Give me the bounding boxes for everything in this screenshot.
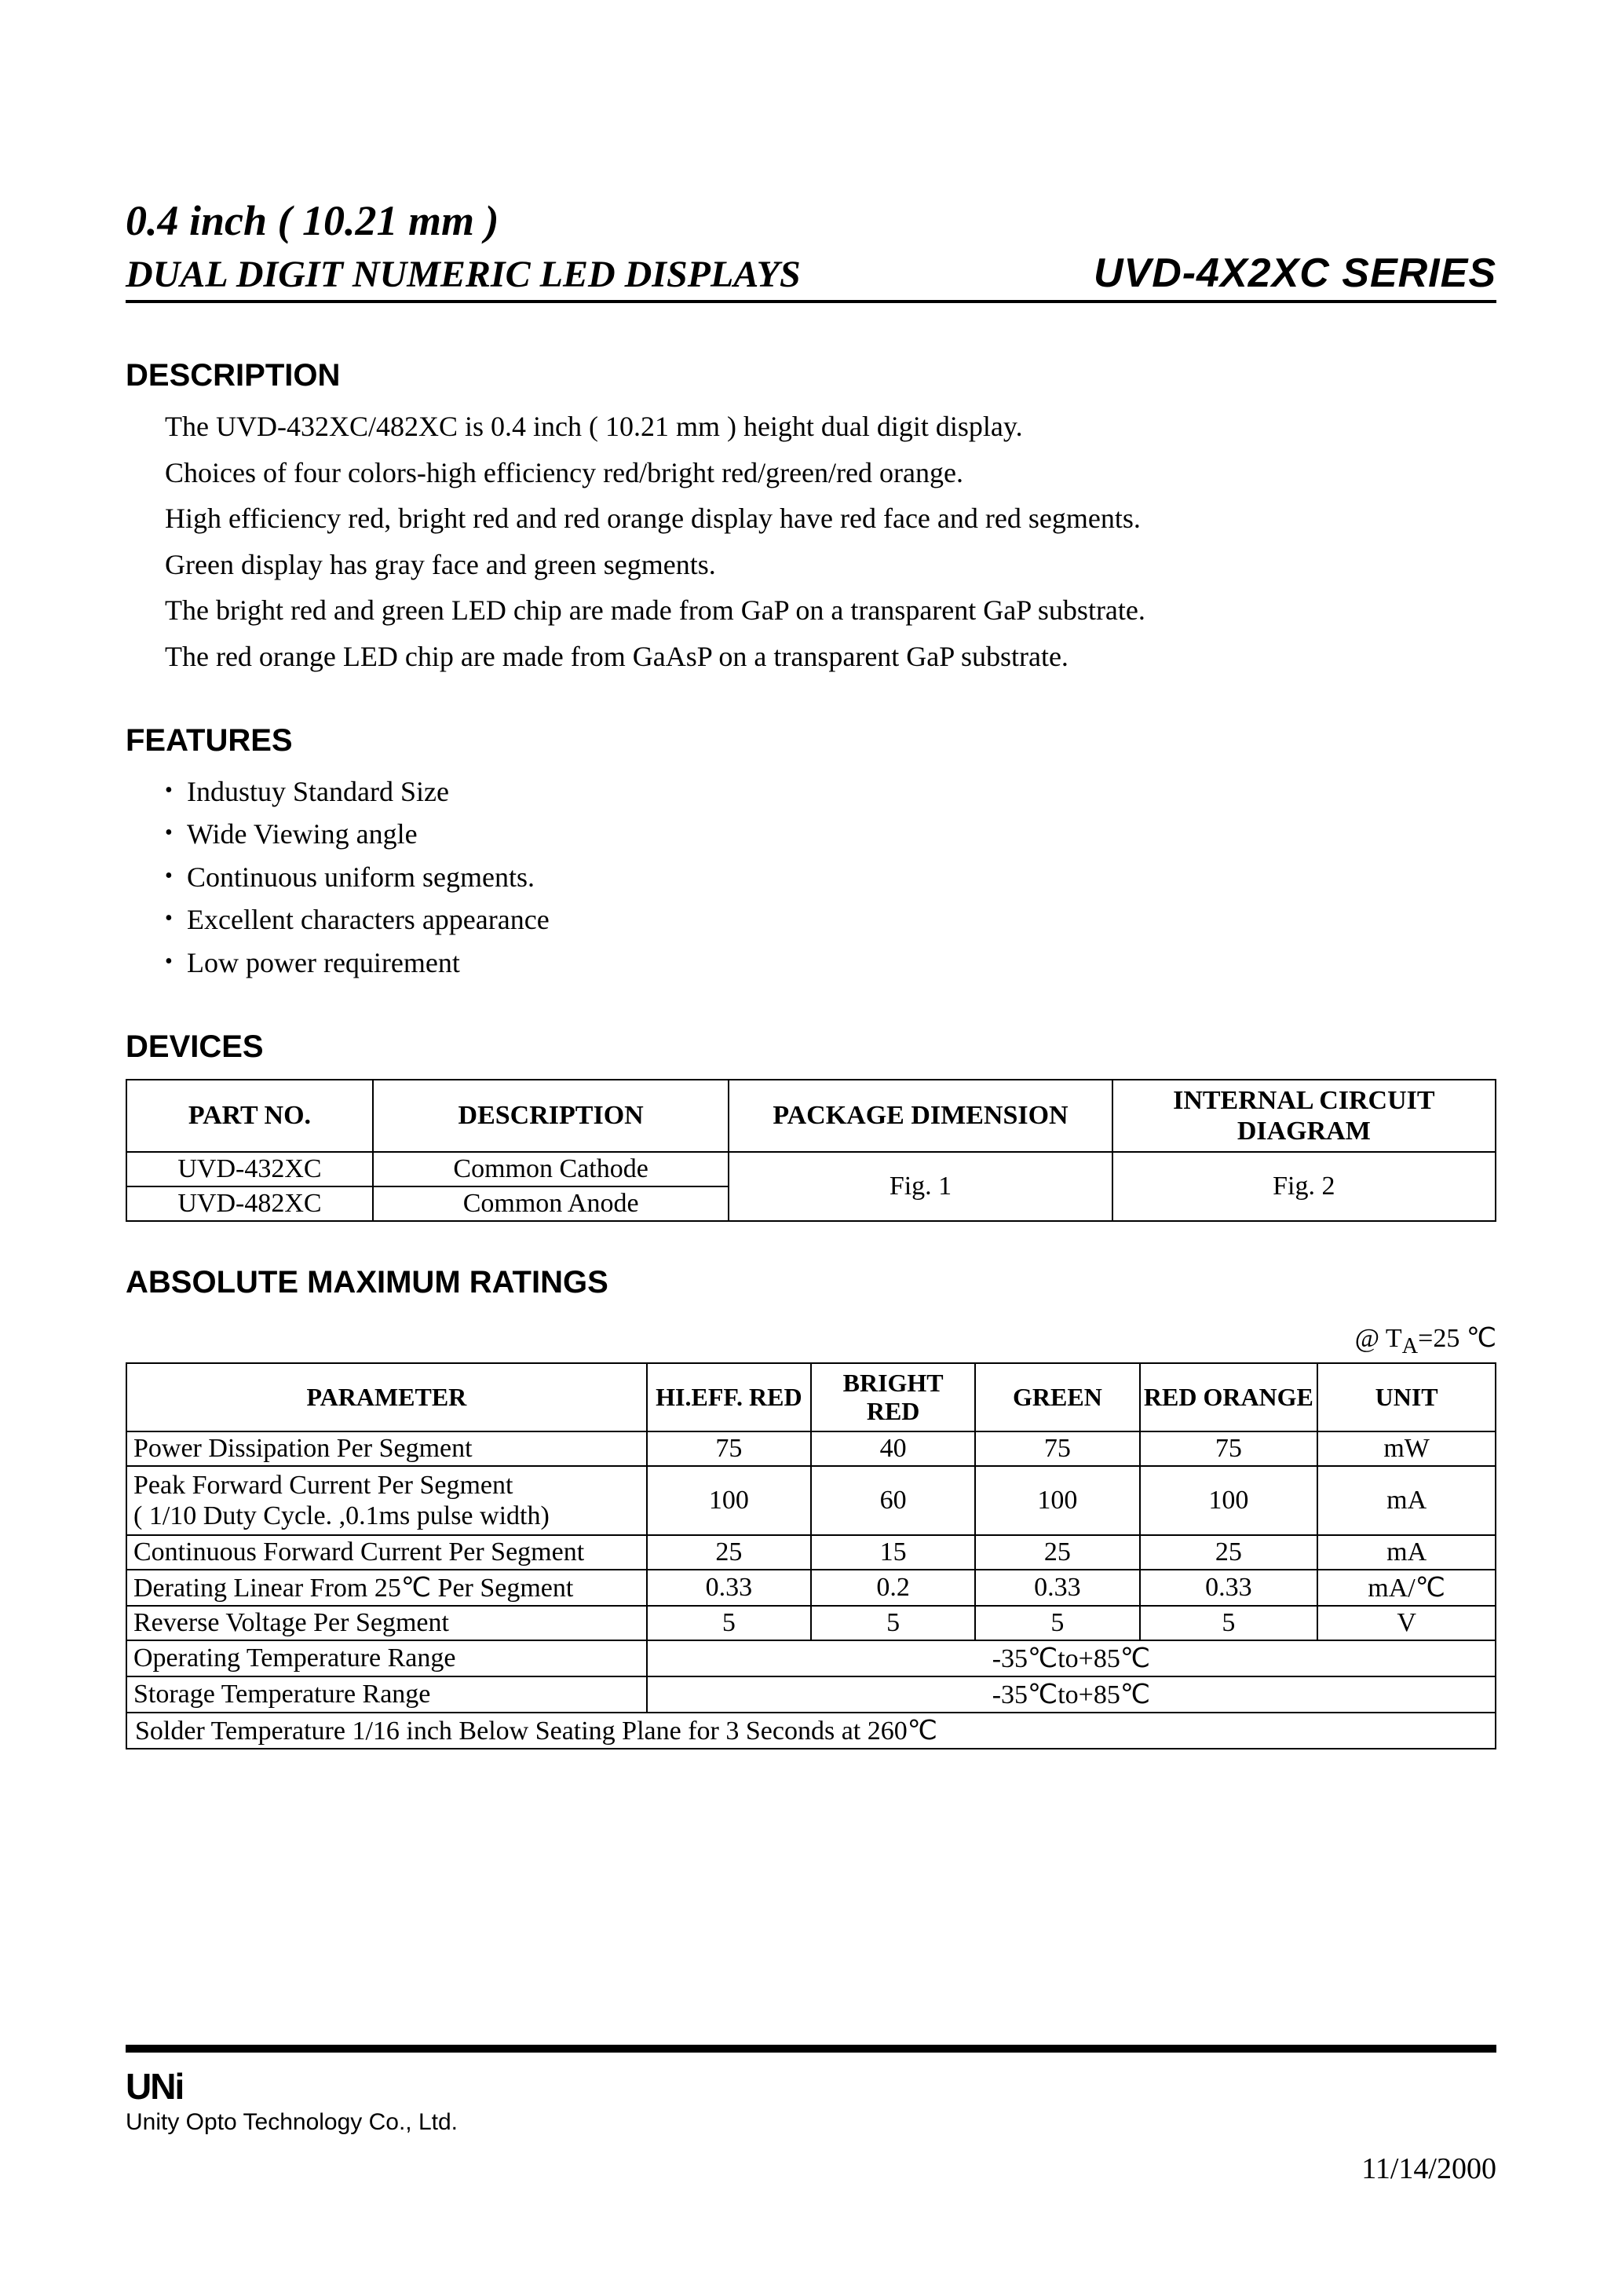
series-title: UVD-4X2XC SERIES <box>1094 250 1496 297</box>
cell-parameter: Operating Temperature Range <box>126 1640 647 1676</box>
table-row: Storage Temperature Range -35℃to+85℃ <box>126 1676 1496 1713</box>
ratings-condition-note: @ TA=25 ℃ <box>126 1322 1496 1359</box>
cell: 0.33 <box>975 1570 1139 1606</box>
cell-merged: -35℃to+85℃ <box>647 1640 1496 1676</box>
col-hieff-red: HI.EFF. RED <box>647 1363 811 1432</box>
cell: 75 <box>975 1431 1139 1466</box>
cell-part-no: UVD-432XC <box>126 1152 373 1186</box>
title-row: DUAL DIGIT NUMERIC LED DISPLAYS UVD-4X2X… <box>126 250 1496 303</box>
cell-parameter: Continuous Forward Current Per Segment <box>126 1535 647 1570</box>
col-bright-red: BRIGHT RED <box>811 1363 975 1432</box>
col-description: DESCRIPTION <box>373 1080 729 1152</box>
table-row: Continuous Forward Current Per Segment 2… <box>126 1535 1496 1570</box>
cell: 60 <box>811 1466 975 1535</box>
description-line: The red orange LED chip are made from Ga… <box>165 638 1496 676</box>
cell: 5 <box>647 1606 811 1640</box>
cell-parameter: Power Dissipation Per Segment <box>126 1431 647 1466</box>
ratings-heading: ABSOLUTE MAXIMUM RATINGS <box>126 1265 1496 1300</box>
cell: 0.2 <box>811 1570 975 1606</box>
col-package: PACKAGE DIMENSION <box>729 1080 1112 1152</box>
table-row: Reverse Voltage Per Segment 5 5 5 5 V <box>126 1606 1496 1640</box>
table-row: Derating Linear From 25℃ Per Segment 0.3… <box>126 1570 1496 1606</box>
feature-item: Low power requirement <box>165 944 1496 982</box>
feature-item: Industuy Standard Size <box>165 773 1496 811</box>
cell: 0.33 <box>1140 1570 1318 1606</box>
description-line: Choices of four colors-high efficiency r… <box>165 454 1496 492</box>
company-logo: UNi <box>126 2065 1496 2108</box>
feature-item: Wide Viewing angle <box>165 815 1496 854</box>
cell-merged: -35℃to+85℃ <box>647 1676 1496 1713</box>
page-footer: UNi Unity Opto Technology Co., Ltd. 11/1… <box>126 2045 1496 2186</box>
table-row: Solder Temperature 1/16 inch Below Seati… <box>126 1713 1496 1749</box>
cell: 40 <box>811 1431 975 1466</box>
cell-part-no: UVD-482XC <box>126 1186 373 1221</box>
col-part-no: PART NO. <box>126 1080 373 1152</box>
description-heading: DESCRIPTION <box>126 358 1496 393</box>
title-size: 0.4 inch ( 10.21 mm ) <box>126 196 1496 245</box>
cell: 100 <box>1140 1466 1318 1535</box>
cell: 5 <box>1140 1606 1318 1640</box>
col-red-orange: RED ORANGE <box>1140 1363 1318 1432</box>
table-row: Operating Temperature Range -35℃to+85℃ <box>126 1640 1496 1676</box>
datasheet-page: 0.4 inch ( 10.21 mm ) DUAL DIGIT NUMERIC… <box>0 0 1622 2296</box>
cell: 75 <box>1140 1431 1318 1466</box>
cell-unit: mA/℃ <box>1317 1570 1496 1606</box>
description-line: High efficiency red, bright red and red … <box>165 499 1496 538</box>
cell: 0.33 <box>647 1570 811 1606</box>
cell-unit: V <box>1317 1606 1496 1640</box>
cell: 5 <box>975 1606 1139 1640</box>
ratings-table: PARAMETER HI.EFF. RED BRIGHT RED GREEN R… <box>126 1362 1496 1750</box>
table-row: Power Dissipation Per Segment 75 40 75 7… <box>126 1431 1496 1466</box>
col-parameter: PARAMETER <box>126 1363 647 1432</box>
devices-table: PART NO. DESCRIPTION PACKAGE DIMENSION I… <box>126 1079 1496 1222</box>
feature-item: Continuous uniform segments. <box>165 858 1496 897</box>
cell-full-row: Solder Temperature 1/16 inch Below Seati… <box>126 1713 1496 1749</box>
features-heading: FEATURES <box>126 723 1496 759</box>
cell-description: Common Cathode <box>373 1152 729 1186</box>
col-circuit: INTERNAL CIRCUIT DIAGRAM <box>1112 1080 1496 1152</box>
cell-unit: mA <box>1317 1466 1496 1535</box>
cell: 25 <box>647 1535 811 1570</box>
cell-parameter: Derating Linear From 25℃ Per Segment <box>126 1570 647 1606</box>
devices-heading: DEVICES <box>126 1029 1496 1065</box>
feature-item: Excellent characters appearance <box>165 901 1496 939</box>
cell: 15 <box>811 1535 975 1570</box>
cell: 75 <box>647 1431 811 1466</box>
cell: 25 <box>975 1535 1139 1570</box>
cell-parameter: Peak Forward Current Per Segment ( 1/10 … <box>126 1466 647 1535</box>
description-line: The UVD-432XC/482XC is 0.4 inch ( 10.21 … <box>165 408 1496 446</box>
cell: 25 <box>1140 1535 1318 1570</box>
cell: 5 <box>811 1606 975 1640</box>
cell: 100 <box>647 1466 811 1535</box>
cell-parameter: Reverse Voltage Per Segment <box>126 1606 647 1640</box>
cell-description: Common Anode <box>373 1186 729 1221</box>
table-row: PARAMETER HI.EFF. RED BRIGHT RED GREEN R… <box>126 1363 1496 1432</box>
cell-circuit: Fig. 2 <box>1112 1152 1496 1221</box>
table-row: PART NO. DESCRIPTION PACKAGE DIMENSION I… <box>126 1080 1496 1152</box>
table-row: UVD-432XC Common Cathode Fig. 1 Fig. 2 <box>126 1152 1496 1186</box>
cell-package: Fig. 1 <box>729 1152 1112 1221</box>
cell: 100 <box>975 1466 1139 1535</box>
description-line: The bright red and green LED chip are ma… <box>165 591 1496 630</box>
features-list: Industuy Standard Size Wide Viewing angl… <box>126 773 1496 982</box>
cell-unit: mA <box>1317 1535 1496 1570</box>
product-title: DUAL DIGIT NUMERIC LED DISPLAYS <box>126 253 801 296</box>
cell-parameter: Storage Temperature Range <box>126 1676 647 1713</box>
description-body: The UVD-432XC/482XC is 0.4 inch ( 10.21 … <box>126 408 1496 676</box>
table-row: Peak Forward Current Per Segment ( 1/10 … <box>126 1466 1496 1535</box>
header-block: 0.4 inch ( 10.21 mm ) DUAL DIGIT NUMERIC… <box>126 196 1496 303</box>
footer-rule <box>126 2045 1496 2053</box>
cell-unit: mW <box>1317 1431 1496 1466</box>
company-name: Unity Opto Technology Co., Ltd. <box>126 2109 1496 2136</box>
description-line: Green display has gray face and green se… <box>165 546 1496 584</box>
col-unit: UNIT <box>1317 1363 1496 1432</box>
document-date: 11/14/2000 <box>126 2152 1496 2186</box>
col-green: GREEN <box>975 1363 1139 1432</box>
